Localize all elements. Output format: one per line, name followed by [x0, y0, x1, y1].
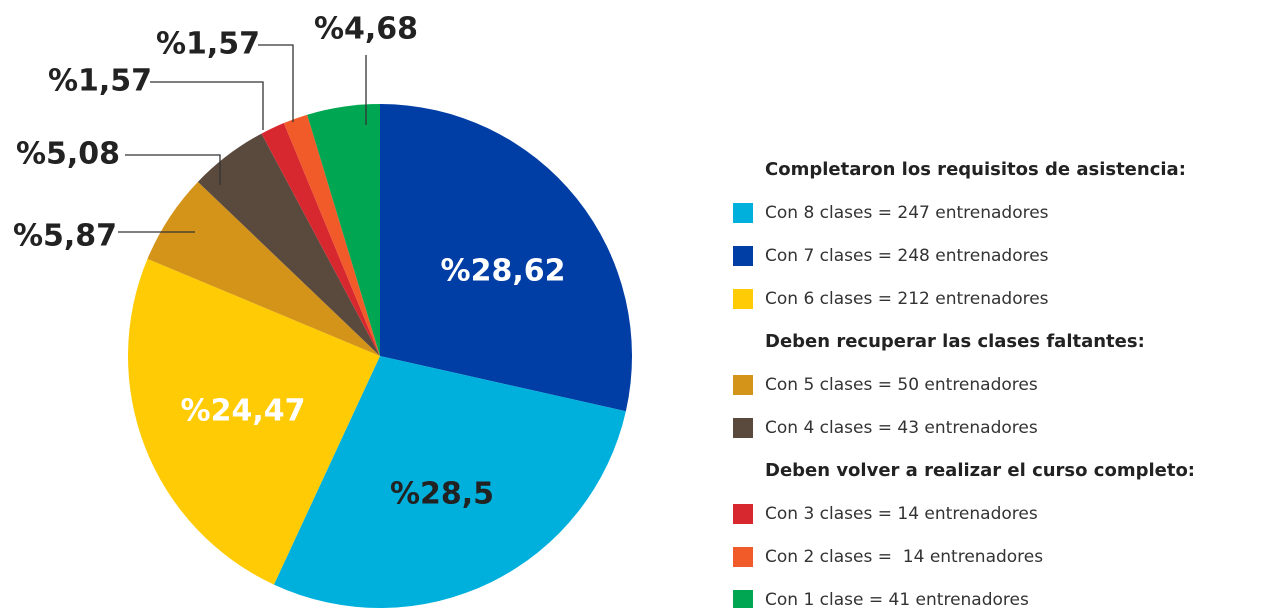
leader-line	[150, 81, 264, 130]
slice-label: %5,08	[16, 137, 120, 172]
pie-slice	[380, 104, 632, 412]
slice-label: %28,5	[390, 477, 494, 512]
legend-swatch	[733, 504, 753, 524]
legend-swatch	[733, 203, 753, 223]
legend-heading: Deben volver a realizar el curso complet…	[765, 460, 1195, 481]
pie-slice	[147, 181, 380, 356]
legend-label: Con 4 clases = 43 entrenadores	[765, 418, 1038, 438]
leader-line	[258, 44, 294, 122]
slice-label: %5,87	[13, 219, 117, 254]
leader-line	[125, 154, 221, 185]
pie-slice	[128, 258, 380, 585]
legend-swatch	[733, 289, 753, 309]
legend-heading: Deben recuperar las clases faltantes:	[765, 331, 1145, 352]
slice-label: %1,57	[48, 64, 152, 99]
legend-label: Con 3 clases = 14 entrenadores	[765, 504, 1038, 524]
pie-slice	[197, 133, 380, 356]
legend-swatch	[733, 375, 753, 395]
slice-label: %4,68	[314, 12, 418, 47]
pie-slice	[283, 114, 380, 356]
slice-label: %24,47	[181, 394, 306, 429]
pie-slice	[261, 123, 380, 356]
slice-label: %28,62	[441, 254, 566, 289]
pie-slice	[273, 356, 626, 608]
legend-label: Con 8 clases = 247 entrenadores	[765, 203, 1049, 223]
legend-label: Con 1 clase = 41 entrenadores	[765, 590, 1029, 608]
legend-swatch	[733, 547, 753, 567]
legend-swatch	[733, 418, 753, 438]
legend-swatch	[733, 590, 753, 608]
legend-label: Con 6 clases = 212 entrenadores	[765, 289, 1049, 309]
slice-label: %1,57	[156, 27, 260, 62]
legend-heading: Completaron los requisitos de asistencia…	[765, 159, 1186, 180]
legend-swatch	[733, 246, 753, 266]
legend-label: Con 7 clases = 248 entrenadores	[765, 246, 1049, 266]
pie-slice	[307, 104, 380, 356]
legend-label: Con 2 clases = 14 entrenadores	[765, 547, 1043, 567]
legend-label: Con 5 clases = 50 entrenadores	[765, 375, 1038, 395]
